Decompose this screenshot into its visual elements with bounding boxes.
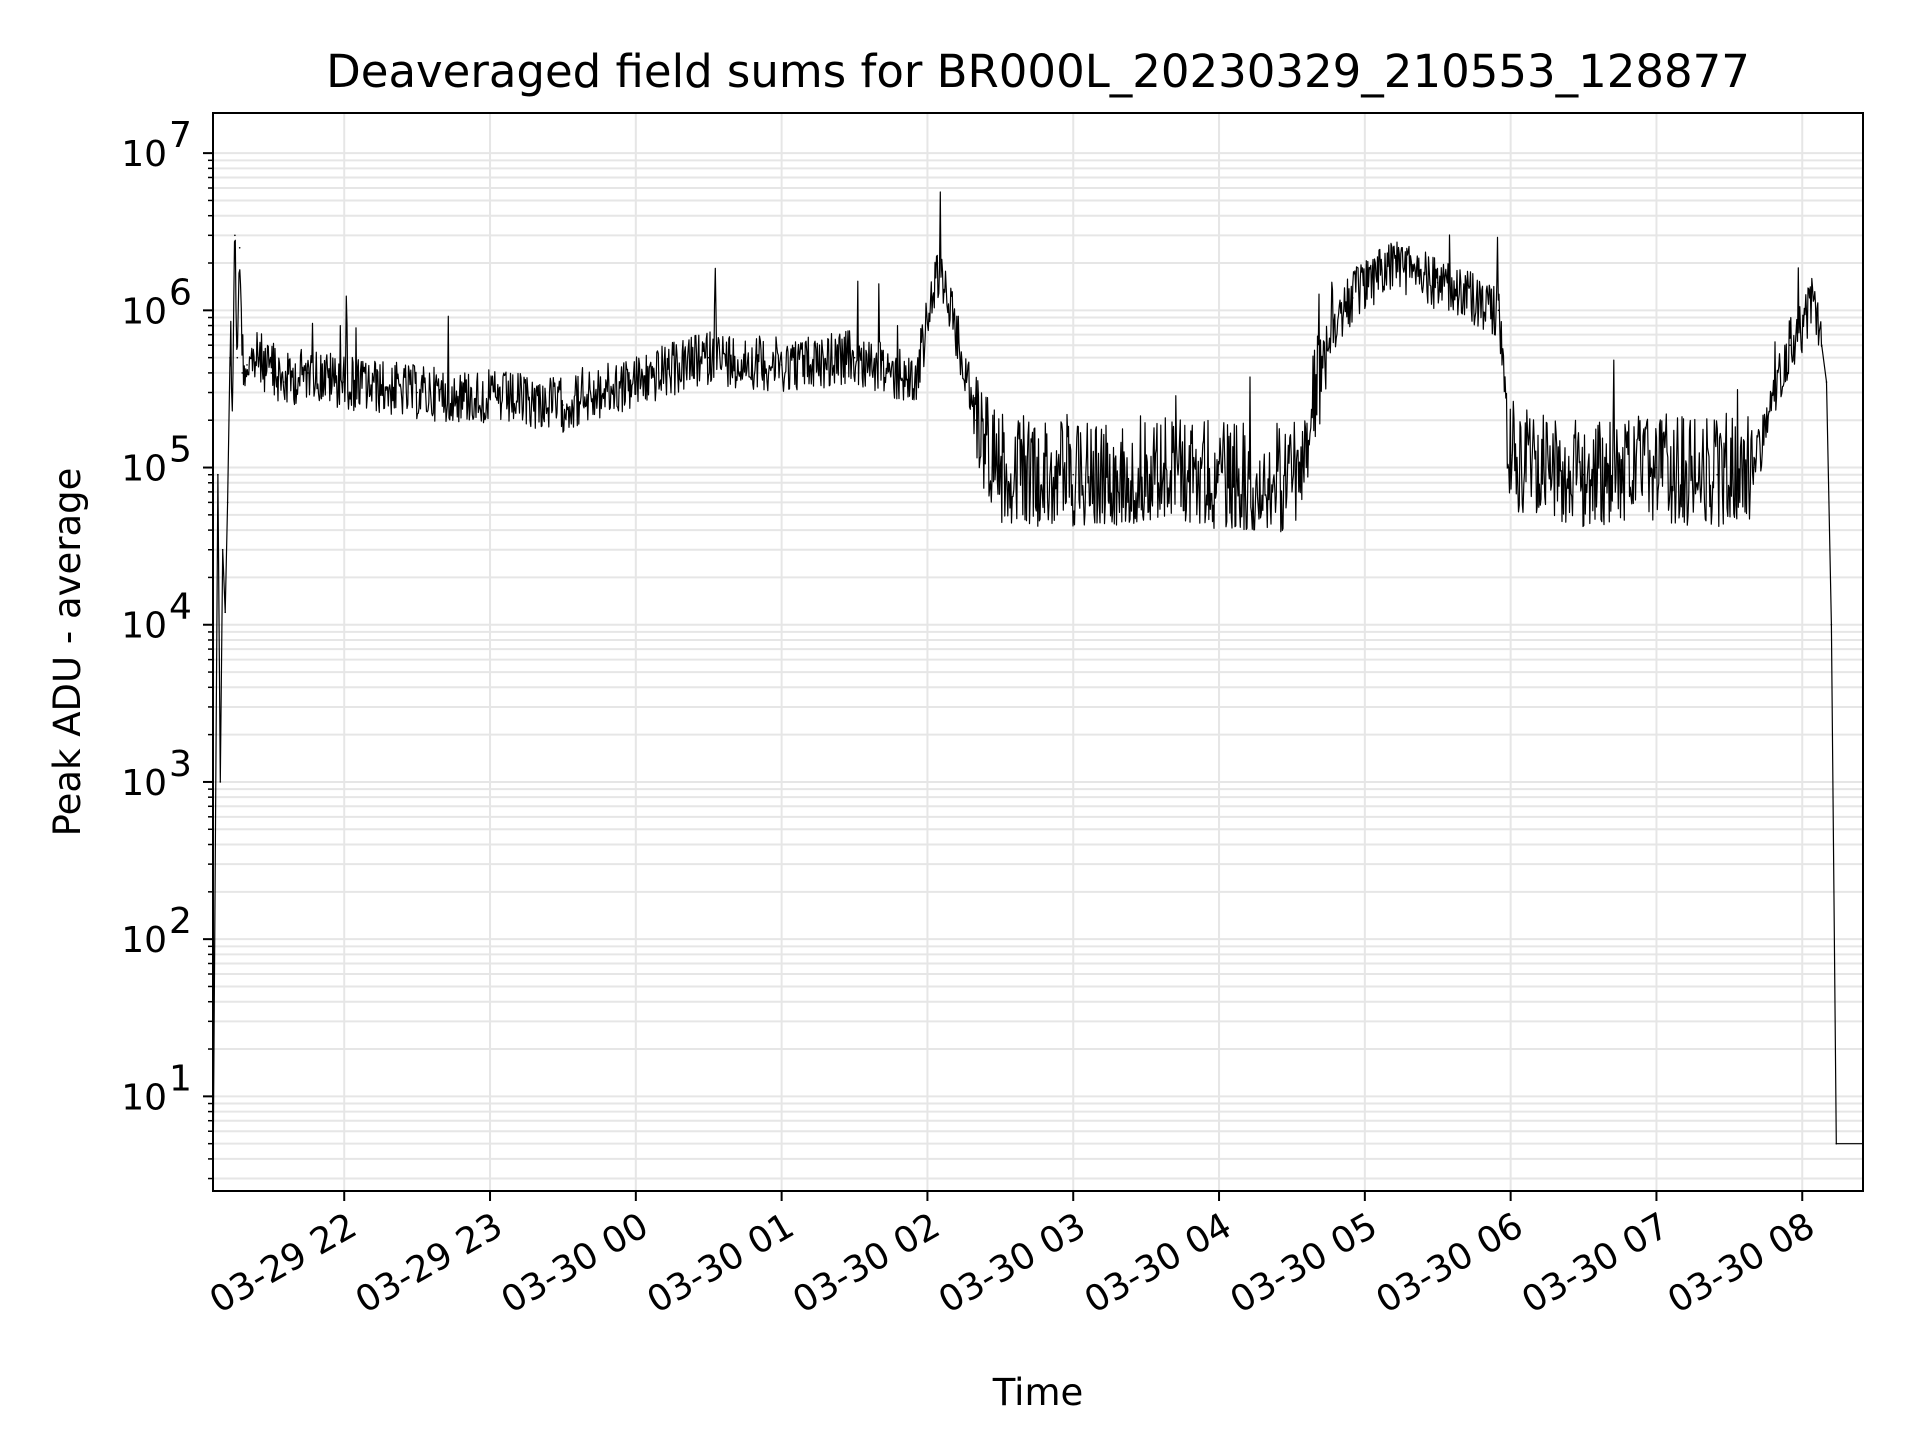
data-point	[1332, 324, 1335, 327]
data-point	[1145, 466, 1147, 469]
y-tick-label: 10	[121, 291, 167, 332]
data-point	[217, 473, 219, 476]
data-point	[1509, 454, 1512, 456]
data-point	[231, 391, 234, 394]
y-tick-exponent: 6	[169, 272, 192, 313]
data-point	[1716, 473, 1718, 476]
y-tick-label: 10	[121, 1077, 167, 1118]
data-point	[229, 356, 231, 359]
data-point	[1813, 297, 1816, 299]
data-point	[1789, 344, 1791, 347]
data-point	[1291, 482, 1293, 484]
data-point	[999, 466, 1002, 469]
data-point	[219, 781, 222, 783]
data-point	[914, 381, 917, 383]
y-tick-label: 10	[121, 920, 167, 961]
data-point	[258, 356, 261, 359]
series-line	[212, 191, 1863, 1192]
data-point	[1830, 623, 1833, 626]
data-point	[238, 247, 241, 249]
data-point	[1820, 344, 1823, 347]
data-point	[236, 356, 239, 359]
data-point	[226, 501, 229, 504]
data-point	[635, 381, 637, 383]
y-tick-exponent: 7	[169, 115, 192, 156]
data-point	[343, 381, 346, 383]
data-point	[1825, 381, 1828, 383]
data-point	[416, 391, 418, 394]
data-point	[1806, 316, 1808, 319]
plot-frame	[212, 112, 1864, 1192]
y-tick-exponent: 4	[169, 587, 192, 628]
data-point	[1436, 281, 1439, 284]
x-axis-label: Time	[992, 1371, 1084, 1414]
data-point	[1218, 473, 1220, 476]
data-point	[1752, 466, 1755, 469]
data-point	[221, 548, 224, 551]
data-point	[241, 372, 243, 374]
y-tick-label: 10	[121, 449, 167, 490]
data-point	[307, 372, 309, 374]
y-tick-exponent: 2	[169, 901, 192, 942]
y-axis-label: Peak ADU - average	[46, 468, 89, 837]
y-tick-label: 10	[121, 134, 167, 175]
data-point	[282, 381, 285, 383]
series-layer	[212, 191, 1864, 1192]
chart-title: Deaveraged field sums for BR000L_2023032…	[326, 45, 1750, 98]
data-point	[1388, 262, 1390, 264]
y-tick-exponent: 5	[169, 430, 192, 471]
data-point	[246, 364, 248, 366]
data-point	[224, 611, 226, 614]
y-tick-exponent: 3	[169, 744, 192, 785]
data-point	[853, 356, 856, 359]
data-point	[1497, 309, 1500, 312]
data-point	[707, 356, 710, 359]
data-point	[234, 234, 236, 237]
y-tick-label: 10	[121, 763, 167, 804]
data-point	[562, 404, 564, 406]
y-tick-exponent: 1	[169, 1058, 192, 1099]
data-point	[1072, 473, 1074, 476]
data-point	[270, 372, 273, 374]
grid	[213, 113, 1863, 1191]
y-tick-label: 10	[121, 606, 167, 647]
data-point	[489, 396, 491, 399]
data-point	[1582, 473, 1585, 476]
data-point	[1351, 297, 1354, 299]
data-point	[780, 364, 783, 366]
data-point	[975, 419, 977, 422]
data-point	[1835, 1142, 1838, 1145]
data-point	[938, 262, 941, 264]
data-point	[1655, 466, 1658, 469]
